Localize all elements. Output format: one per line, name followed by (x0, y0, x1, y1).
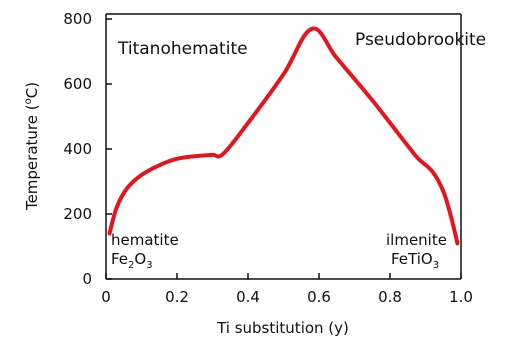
endmember-name-ilmenite: ilmenite (386, 231, 447, 249)
x-axis-label: Ti substitution (y) (216, 319, 349, 337)
x-tick-label: 0.4 (236, 288, 260, 306)
y-axis-label-post: C) (23, 82, 41, 98)
endmember-formula-hematite: Fe2O3 (111, 250, 153, 271)
formula-part: FeTiO (391, 250, 433, 268)
axes (105, 13, 462, 280)
y-tick-label: 400 (63, 140, 92, 158)
y-axis-label-sup: o (23, 98, 34, 104)
x-tick-label: 1.0 (449, 288, 473, 306)
formula-subscript: 3 (433, 260, 439, 271)
y-axis-label: Temperature (oC) (23, 82, 41, 211)
x-tick-label: 0.6 (307, 288, 331, 306)
y-tick-label: 800 (63, 10, 92, 28)
series-group (107, 26, 460, 246)
ticks: 0 0.2 0.4 0.6 0.8 1.0 0 200 400 600 800 (63, 10, 473, 306)
y-tick-label: 200 (63, 205, 92, 223)
formula-subscript: 2 (128, 260, 134, 271)
region-label-titanohematite: Titanohematite (117, 39, 248, 59)
y-axis-label-pre: Temperature ( (23, 104, 41, 211)
formula-subscript: 3 (146, 260, 152, 271)
x-tick-label: 0 (101, 288, 111, 306)
y-tick-label: 0 (82, 270, 92, 288)
x-tick-label: 0.2 (165, 288, 189, 306)
endmember-name-hematite: hematite (111, 231, 179, 249)
endmember-formula-ilmenite: FeTiO3 (391, 250, 439, 271)
formula-part: Fe (111, 250, 128, 268)
region-label-pseudobrookite: Pseudobrookite (355, 30, 486, 50)
series-line (107, 26, 460, 246)
formula-part: O (134, 250, 146, 268)
y-tick-label: 600 (63, 75, 92, 93)
x-tick-label: 0.8 (378, 288, 402, 306)
